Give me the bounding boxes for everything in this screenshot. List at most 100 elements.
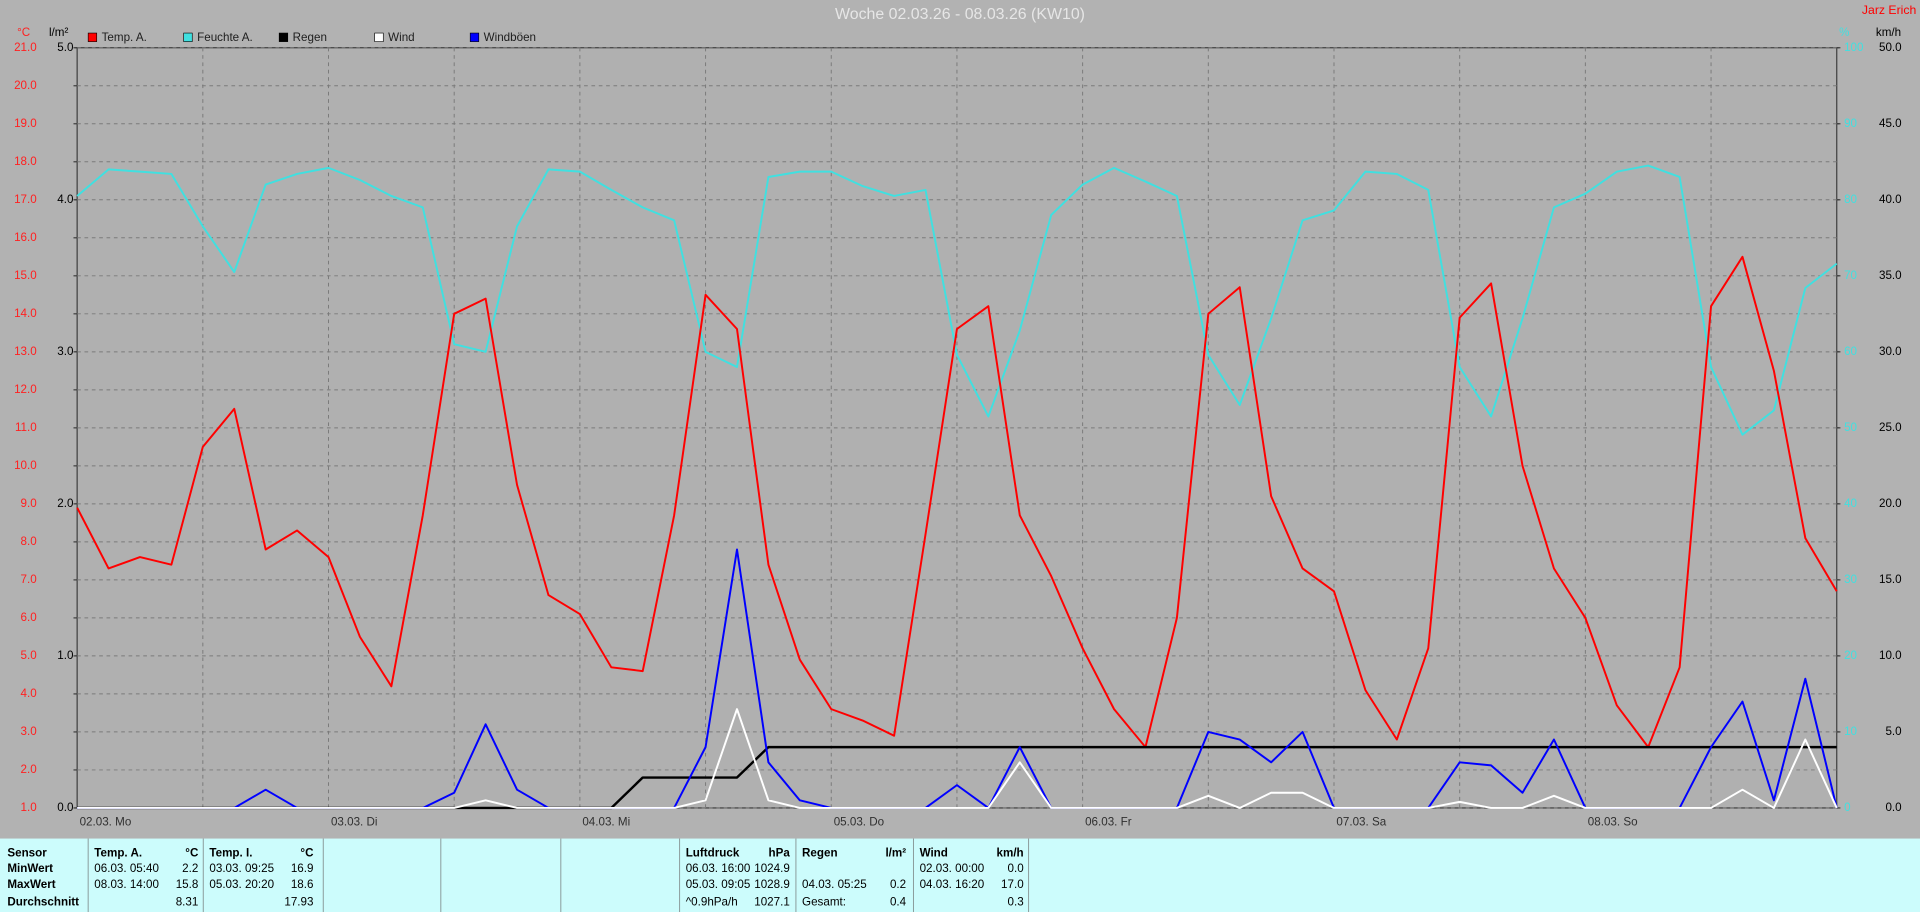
series-line	[77, 708, 1838, 809]
summary-table: Sensor MinWert MaxWert Durchschnitt Temp. A.…	[0, 838, 1920, 912]
table-block-title: Wind	[920, 846, 948, 859]
table-value: 2.2	[182, 862, 198, 875]
y-tick-label: 6.0	[21, 611, 38, 624]
table-value: 0.0	[1007, 862, 1024, 875]
table-row-label: Durchschnitt	[7, 895, 79, 908]
legend-swatch	[469, 32, 480, 42]
y-tick-label: 2.0	[21, 763, 38, 776]
table-time: 03.03. 09:25	[209, 862, 274, 875]
y-tick-label: 8.0	[21, 535, 38, 548]
table-value: 8.31	[176, 895, 199, 908]
table-value: 0.3	[1007, 895, 1023, 908]
table-row-header: Sensor	[7, 846, 47, 859]
y-tick-label: 5.0	[21, 649, 38, 662]
y4-tick-label: 50.0	[1879, 41, 1902, 54]
y-tick-label: 13.0	[14, 345, 37, 358]
legend-label: Regen	[293, 31, 327, 44]
table-value: 17.93	[284, 895, 313, 908]
y3-tick-label: 0	[1844, 801, 1851, 814]
table-row-label: MinWert	[7, 862, 53, 875]
table-time: 05.03. 09:05	[686, 878, 751, 891]
table-time: 04.03. 05:25	[802, 878, 867, 891]
table-value: 1028.9	[754, 878, 790, 891]
y3-tick-label: 10	[1844, 725, 1857, 738]
table-block-unit: °C	[300, 846, 314, 859]
y4-tick-label: 10.0	[1879, 649, 1902, 662]
y3-tick-label: 20	[1844, 649, 1857, 662]
table-time: 04.03. 16:20	[920, 878, 985, 891]
x-tick-label: 02.03. Mo	[80, 816, 132, 829]
legend-label: Wind	[388, 31, 415, 44]
y-tick-label: 17.0	[14, 193, 37, 206]
table-row-label: MaxWert	[7, 878, 55, 891]
x-tick-label: 04.03. Mi	[582, 816, 630, 829]
y3-tick-label: 80	[1844, 193, 1857, 206]
y-tick-label: 4.0	[21, 687, 38, 700]
table-time: Gesamt:	[802, 895, 846, 908]
series-line	[76, 164, 1838, 436]
y4-axis-label: km/h	[1876, 26, 1901, 39]
y-tick-label: 7.0	[21, 573, 38, 586]
y4-tick-label: 25.0	[1879, 421, 1902, 434]
table-time: 05.03. 20:20	[209, 878, 274, 891]
x-tick-label: 05.03. Do	[834, 816, 884, 829]
y3-tick-label: 40	[1844, 497, 1857, 510]
table-block-title: Temp. A.	[94, 846, 142, 859]
y4-tick-label: 0.0	[1885, 801, 1902, 814]
table-block-unit: °C	[185, 846, 199, 859]
table-value: 17.0	[1001, 878, 1024, 891]
y2-tick-label: 4.0	[57, 193, 74, 206]
y2-tick-label: 1.0	[57, 649, 74, 662]
y2-axis-label: l/m²	[49, 26, 68, 39]
y3-axis-label: %	[1839, 26, 1849, 39]
table-value: 15.8	[176, 878, 199, 891]
table-block-title: Temp. I.	[209, 846, 252, 859]
y-tick-label: 19.0	[14, 117, 37, 130]
y3-tick-label: 30	[1844, 573, 1857, 586]
y-tick-label: 1.0	[21, 801, 38, 814]
y4-tick-label: 5.0	[1885, 725, 1902, 738]
y-tick-label: 11.0	[15, 421, 37, 434]
y-tick-label: 9.0	[21, 497, 38, 510]
legend-label: Windböen	[484, 31, 536, 44]
table-block-unit: hPa	[768, 846, 790, 859]
table-block-unit: l/m²	[885, 846, 906, 859]
y-tick-label: 14.0	[14, 307, 37, 320]
y2-tick-label: 2.0	[57, 497, 74, 510]
legend-swatch	[278, 32, 289, 42]
legend-label: Feuchte A.	[197, 31, 253, 44]
y2-tick-label: 5.0	[57, 41, 74, 54]
table-time: 06.03. 16:00	[686, 862, 751, 875]
y-tick-label: 3.0	[21, 725, 38, 738]
table-background	[0, 838, 1920, 912]
plot-area	[76, 47, 1838, 809]
legend-swatch	[374, 32, 384, 42]
legend-swatch	[87, 32, 98, 42]
table-value: 1024.9	[754, 862, 790, 875]
table-time: ^0.9hPa/h	[686, 895, 738, 908]
table-value: 0.2	[890, 878, 906, 891]
x-tick-label: 03.03. Di	[331, 816, 378, 829]
y4-tick-label: 35.0	[1879, 269, 1902, 282]
y-tick-label: 12.0	[14, 383, 37, 396]
chart-title: Woche 02.03.26 - 08.03.26 (KW10)	[835, 6, 1085, 23]
legend-swatch	[183, 32, 193, 42]
table-block-title: Luftdruck	[686, 846, 740, 859]
y-axis-label: °C	[17, 26, 30, 39]
y4-tick-label: 15.0	[1879, 573, 1902, 586]
y2-tick-label: 3.0	[57, 345, 74, 358]
y-tick-label: 10.0	[14, 459, 37, 472]
y4-tick-label: 30.0	[1879, 345, 1902, 358]
table-value: 1027.1	[754, 895, 790, 908]
x-tick-label: 07.03. Sa	[1336, 816, 1386, 829]
y3-tick-label: 100	[1844, 41, 1864, 54]
series-line	[76, 255, 1838, 749]
y3-tick-label: 90	[1844, 117, 1857, 130]
table-time: 08.03. 14:00	[94, 878, 159, 891]
table-block-title: Regen	[802, 846, 838, 859]
y-tick-label: 21.0	[14, 41, 37, 54]
y-tick-label: 15.0	[14, 269, 37, 282]
table-block-unit: km/h	[997, 846, 1024, 859]
